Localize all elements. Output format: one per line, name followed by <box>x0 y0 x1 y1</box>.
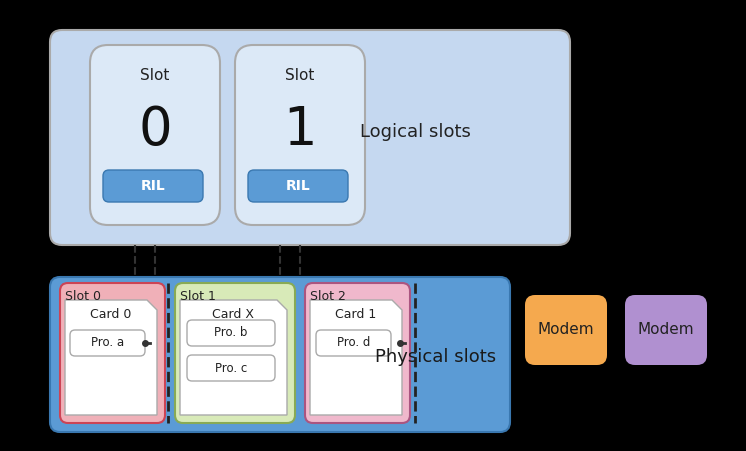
FancyBboxPatch shape <box>525 295 607 365</box>
FancyBboxPatch shape <box>175 283 295 423</box>
Text: Card X: Card X <box>213 308 254 321</box>
Text: RIL: RIL <box>286 179 310 193</box>
FancyBboxPatch shape <box>235 45 365 225</box>
FancyBboxPatch shape <box>90 45 220 225</box>
FancyBboxPatch shape <box>316 330 391 356</box>
Text: 1: 1 <box>283 104 317 156</box>
Text: Pro. d: Pro. d <box>336 336 370 350</box>
Text: Card 0: Card 0 <box>90 308 132 321</box>
FancyBboxPatch shape <box>187 320 275 346</box>
Text: Slot 0: Slot 0 <box>65 290 101 304</box>
Polygon shape <box>65 300 157 415</box>
Polygon shape <box>180 300 287 415</box>
FancyBboxPatch shape <box>50 277 510 432</box>
FancyBboxPatch shape <box>103 170 203 202</box>
FancyBboxPatch shape <box>248 170 348 202</box>
Text: Logical slots: Logical slots <box>360 123 471 141</box>
Text: Pro. c: Pro. c <box>215 362 247 374</box>
Text: Pro. b: Pro. b <box>214 327 248 340</box>
FancyBboxPatch shape <box>305 283 410 423</box>
FancyBboxPatch shape <box>50 30 570 245</box>
Text: Slot 2: Slot 2 <box>310 290 346 304</box>
FancyBboxPatch shape <box>187 355 275 381</box>
Text: RIL: RIL <box>141 179 166 193</box>
FancyBboxPatch shape <box>60 283 165 423</box>
Text: Physical slots: Physical slots <box>375 348 496 366</box>
Text: Modem: Modem <box>538 322 595 337</box>
Text: Slot: Slot <box>285 68 315 83</box>
Text: Pro. a: Pro. a <box>91 336 124 350</box>
Text: Modem: Modem <box>638 322 695 337</box>
FancyBboxPatch shape <box>625 295 707 365</box>
FancyBboxPatch shape <box>70 330 145 356</box>
Text: 0: 0 <box>138 104 172 156</box>
Text: Slot: Slot <box>140 68 169 83</box>
Text: Card 1: Card 1 <box>336 308 377 321</box>
Text: Slot 1: Slot 1 <box>180 290 216 304</box>
Polygon shape <box>310 300 402 415</box>
